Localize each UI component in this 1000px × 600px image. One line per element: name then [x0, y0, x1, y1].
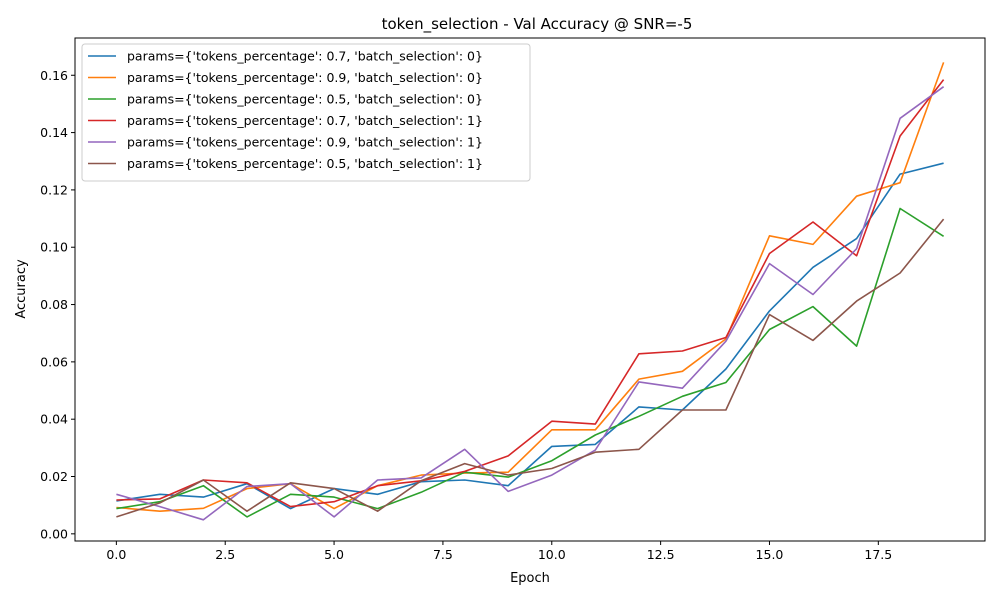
x-tick-label: 12.5 [647, 547, 675, 562]
y-tick-label: 0.02 [40, 469, 68, 484]
y-tick-label: 0.04 [40, 412, 68, 427]
plot-area [74, 37, 986, 542]
y-tick-label: 0.00 [40, 526, 68, 541]
legend-label-1: params={'tokens_percentage': 0.7, 'batch… [127, 49, 483, 64]
legend-label-5: params={'tokens_percentage': 0.9, 'batch… [127, 135, 483, 150]
y-axis-label: Accuracy [14, 259, 29, 319]
y-tick-label: 0.08 [40, 297, 68, 312]
x-tick-label: 10.0 [538, 547, 566, 562]
chart-title: token_selection - Val Accuracy @ SNR=-5 [382, 15, 693, 34]
x-tick-label: 2.5 [215, 547, 235, 562]
series-line-1 [116, 162, 944, 510]
legend-label-6: params={'tokens_percentage': 0.5, 'batch… [127, 156, 483, 171]
series-line-2 [116, 62, 945, 513]
plot-frame [74, 37, 986, 542]
series-line-5 [116, 86, 945, 521]
x-tick-label: 17.5 [864, 547, 892, 562]
y-tick-label: 0.16 [40, 68, 68, 83]
y-tick-label: 0.10 [40, 240, 68, 255]
y-tick-label: 0.14 [40, 125, 68, 140]
x-axis: 0.0 2.5 5.0 7.5 10.0 12.5 15.0 17.5 [106, 541, 892, 562]
series-line-3 [116, 207, 945, 518]
legend-box [81, 43, 531, 182]
legend-label-3: params={'tokens_percentage': 0.5, 'batch… [127, 92, 483, 107]
legend: params={'tokens_percentage': 0.7, 'batch… [81, 43, 531, 182]
x-tick-label: 15.0 [756, 547, 784, 562]
x-tick-label: 0.0 [106, 547, 126, 562]
y-tick-label: 0.06 [40, 354, 68, 369]
x-axis-label: Epoch [510, 571, 550, 586]
x-tick-label: 7.5 [433, 547, 453, 562]
legend-label-2: params={'tokens_percentage': 0.9, 'batch… [127, 70, 483, 85]
x-tick-label: 5.0 [324, 547, 344, 562]
y-tick-label: 0.12 [40, 182, 68, 197]
y-axis: 0.00 0.02 0.04 0.06 0.08 0.10 0.12 0.14 0.16 [40, 68, 75, 541]
legend-label-4: params={'tokens_percentage': 0.7, 'batch… [127, 113, 483, 128]
series-line-6 [116, 218, 945, 518]
